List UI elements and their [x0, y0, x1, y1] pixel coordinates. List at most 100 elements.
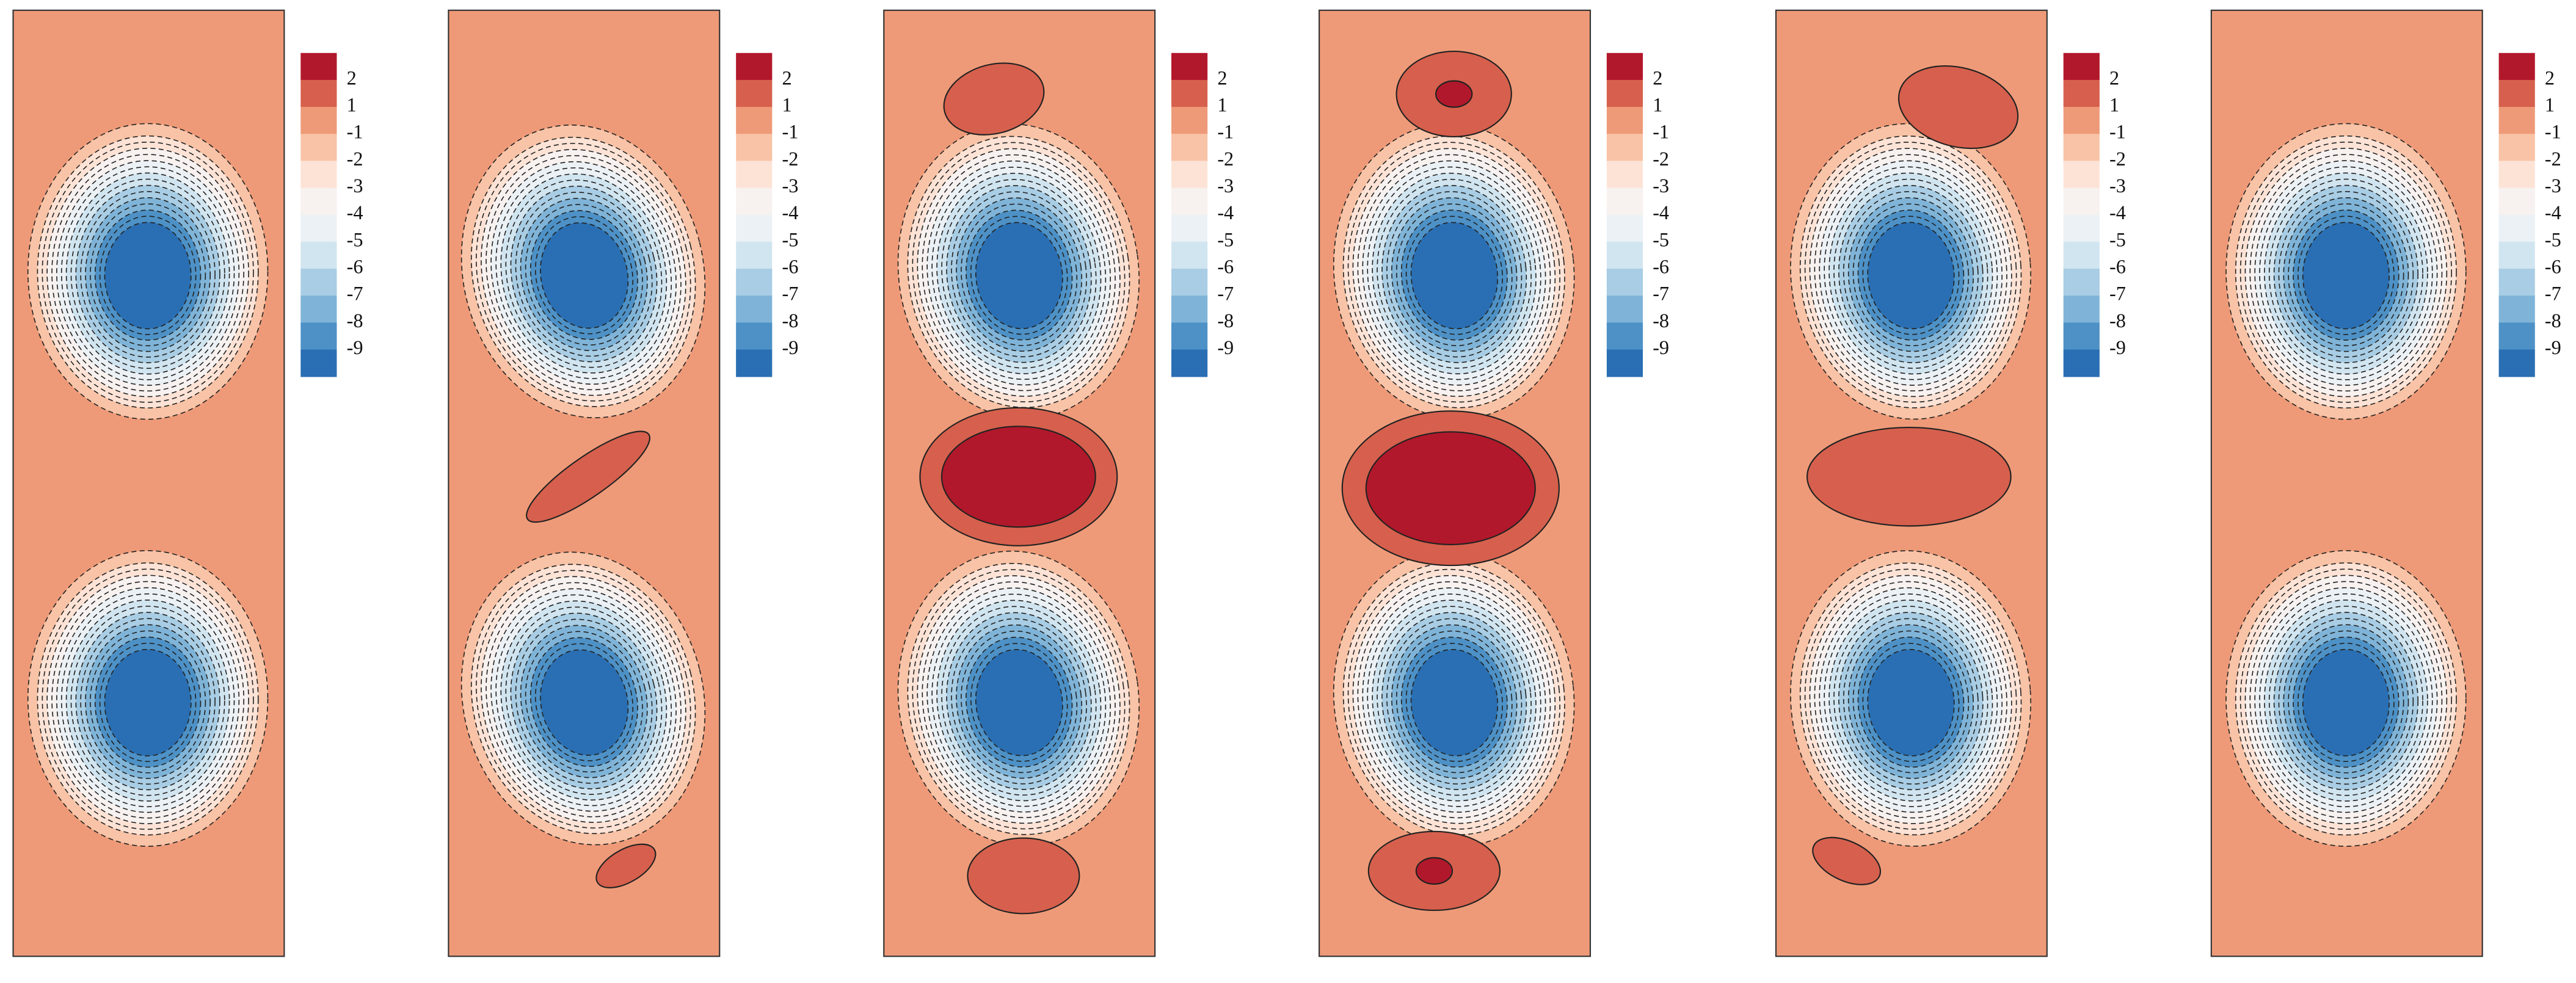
colorbar-swatch — [2498, 53, 2535, 81]
negative-contour-line — [1814, 581, 2007, 819]
negative-contour — [2302, 222, 2390, 330]
colorbar-swatch — [300, 241, 337, 269]
colorbar-swatch — [736, 53, 773, 81]
negative-contour-line — [495, 594, 672, 807]
negative-contour-line — [1357, 581, 1551, 819]
contour-panel: 2 1 -1 -2 -3 -4 -5 -6 -7 -8 -9 — [1775, 9, 2126, 957]
colorbar-tick-label: -5 — [782, 228, 798, 250]
colorbar-tick-label: -7 — [1217, 283, 1234, 305]
colorbar-swatch — [2063, 161, 2100, 189]
colorbar-tick-label: -7 — [1653, 283, 1669, 305]
colorbar-swatch — [2063, 241, 2100, 269]
colorbar-swatch — [1171, 349, 1208, 377]
negative-contour-line — [495, 167, 672, 379]
colorbar-tick-label: -3 — [1217, 175, 1234, 197]
colorbar-tick-label: -9 — [782, 336, 798, 358]
colorbar-tick-label: -8 — [782, 310, 798, 332]
colorbar-tick-label: 1 — [1217, 93, 1227, 115]
colorbar-tick-label: -4 — [1653, 201, 1669, 223]
negative-contour-line — [1852, 630, 1970, 774]
negative-contour-line — [60, 593, 235, 808]
negative-contour-line — [505, 180, 663, 368]
colorbar-tick-label: -6 — [347, 255, 363, 277]
negative-contour-line — [80, 618, 216, 785]
colorbar-swatch — [1606, 79, 1643, 107]
colorbar-tick-label: -3 — [347, 175, 363, 197]
colorbar-swatch — [300, 53, 337, 81]
colorbar-tick-label: -8 — [2545, 310, 2561, 332]
negative-contour-line — [525, 204, 643, 346]
colorbar-swatch — [1606, 296, 1643, 324]
colorbar-swatch — [2063, 349, 2100, 377]
negative-contour — [1410, 648, 1499, 756]
contour-panel: 2 1 -1 -2 -3 -4 -5 -6 -7 -8 -9 — [12, 9, 363, 957]
contour-panel: 2 1 -1 -2 -3 -4 -5 -6 -7 -8 -9 — [883, 9, 1234, 957]
colorbar-tick-label: -1 — [1217, 121, 1234, 143]
colorbar-tick-label: -8 — [1653, 310, 1669, 332]
colorbar-swatch — [1171, 161, 1208, 189]
colorbar-swatch — [300, 269, 337, 297]
colorbar-swatch — [1171, 322, 1208, 350]
colorbar-swatch — [736, 296, 773, 324]
colorbar-tick-label: -9 — [2545, 336, 2561, 358]
negative-contour-line — [1347, 142, 1560, 403]
negative-contour-line — [961, 203, 1078, 346]
positive-contour — [967, 837, 1080, 915]
negative-contour-line — [1804, 568, 2017, 830]
colorbar-tick-label: -2 — [1653, 148, 1669, 170]
negative-contour-line — [99, 642, 197, 763]
colorbar-tick-label: -7 — [2109, 283, 2126, 305]
colorbar-tick-label: 1 — [782, 93, 791, 115]
colorbar-swatch — [1606, 187, 1643, 216]
negative-contour-line — [2239, 568, 2453, 830]
colorbar-swatch — [736, 161, 773, 189]
colorbar-swatch — [1606, 349, 1643, 377]
negative-contour — [104, 222, 192, 330]
colorbar-tick-label: 2 — [2109, 67, 2119, 89]
negative-contour-line — [931, 166, 1107, 380]
colorbar-swatch — [2498, 296, 2535, 324]
negative-contour-line — [2278, 190, 2414, 358]
negative-contour-line — [2268, 606, 2423, 796]
negative-contour-line — [1804, 142, 2017, 403]
colorbar-swatch — [300, 349, 337, 377]
colorbar-tick-label: -6 — [1653, 255, 1669, 277]
positive-contour-inner — [1365, 431, 1536, 545]
negative-contour-line — [2288, 630, 2404, 774]
negative-contour-line — [2239, 141, 2453, 403]
negative-contour-line — [2298, 216, 2395, 335]
negative-contour-line — [2249, 581, 2443, 819]
negative-contour-line — [2249, 154, 2443, 392]
negative-contour-line — [51, 154, 245, 392]
negative-contour-line — [2268, 178, 2423, 369]
negative-contour-line — [1377, 606, 1532, 796]
positive-contour — [1812, 836, 1882, 885]
colorbar-swatch — [2063, 53, 2100, 81]
negative-contour-line — [941, 179, 1097, 369]
negative-contour-line — [525, 631, 643, 773]
colorbar-swatch — [2498, 107, 2535, 135]
negative-contour-line — [1395, 203, 1513, 346]
colorbar-swatch — [1606, 322, 1643, 350]
colorbar-swatch — [1606, 53, 1643, 81]
colorbar-swatch — [2498, 79, 2535, 107]
colorbar-tick-label: 1 — [2109, 93, 2119, 115]
colorbar-tick-label: -3 — [2545, 175, 2561, 197]
colorbar-tick-label: -2 — [1217, 148, 1234, 170]
colorbar-swatch — [736, 134, 773, 162]
colorbar-swatch — [736, 214, 773, 242]
negative-contour-line — [1367, 166, 1541, 380]
colorbar-swatch — [1171, 107, 1208, 135]
colorbar-swatch — [2498, 349, 2535, 377]
negative-contour-line — [922, 581, 1116, 818]
colorbar-tick-label: -4 — [2109, 201, 2126, 223]
colorbar-tick-label: -4 — [782, 201, 798, 223]
negative-contour-line — [476, 570, 691, 829]
positive-contour-inner — [1435, 80, 1473, 108]
negative-contour-line — [505, 606, 663, 795]
colorbar-swatch — [1171, 134, 1208, 162]
negative-contour — [1410, 222, 1499, 330]
colorbar-swatch — [1171, 296, 1208, 324]
